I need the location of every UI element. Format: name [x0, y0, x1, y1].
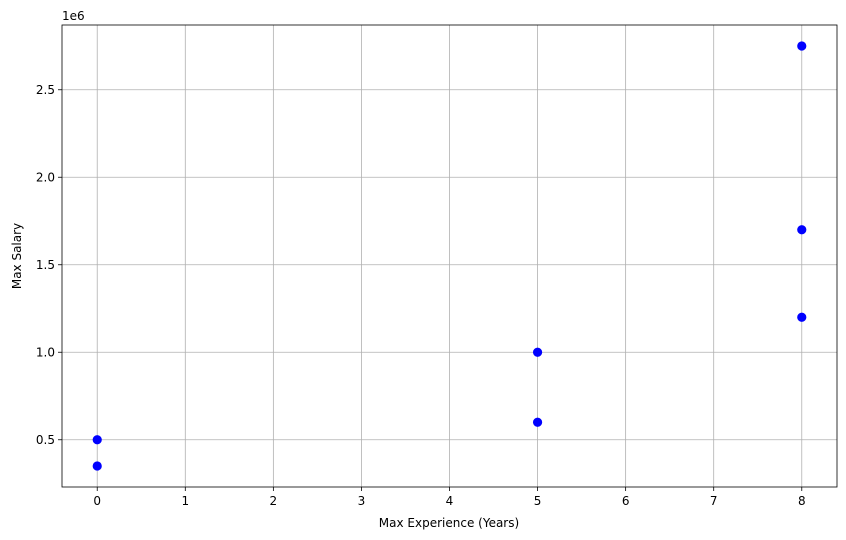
data-points: [92, 41, 807, 471]
x-axis-label: Max Experience (Years): [379, 516, 519, 530]
x-axis-ticks: 0 1 2 3 4 5 6 7 8: [93, 487, 806, 508]
x-tick-label: 1: [181, 494, 189, 508]
x-tick-label: 8: [798, 494, 806, 508]
x-tick-label: 3: [358, 494, 366, 508]
grid: [62, 25, 837, 487]
y-tick-label: 2.0: [36, 170, 55, 184]
y-tick-label: 1.0: [36, 345, 55, 359]
x-tick-label: 7: [710, 494, 718, 508]
x-tick-label: 6: [622, 494, 630, 508]
x-tick-label: 4: [446, 494, 454, 508]
scatter-point: [92, 435, 102, 445]
y-offset-label: 1e6: [62, 9, 85, 23]
y-tick-label: 1.5: [36, 258, 55, 272]
scatter-point: [532, 417, 543, 427]
x-tick-label: 2: [270, 494, 278, 508]
scatter-point: [92, 461, 102, 471]
y-axis-ticks: 0.5 1.0 1.5 2.0 2.5: [36, 83, 62, 447]
scatter-point: [797, 312, 807, 322]
y-axis-label: Max Salary: [10, 223, 24, 289]
x-tick-label: 5: [534, 494, 542, 508]
scatter-point: [532, 347, 543, 357]
scatter-point: [797, 225, 807, 235]
scatter-point: [797, 41, 807, 51]
y-tick-label: 2.5: [36, 83, 55, 97]
y-tick-label: 0.5: [36, 433, 55, 447]
x-tick-label: 0: [93, 494, 101, 508]
